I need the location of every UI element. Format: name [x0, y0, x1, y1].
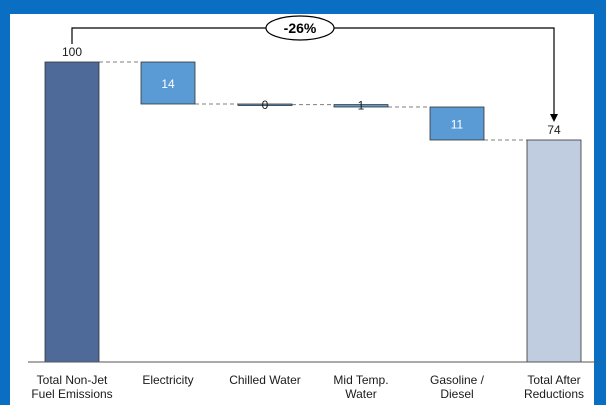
x-tick-label-3: Chilled Water: [229, 373, 301, 387]
bar-4: [333, 104, 389, 108]
change-bubble: [265, 15, 335, 41]
value-label-2: 14: [161, 77, 175, 91]
connector-lines: [99, 61, 527, 141]
x-tick-labels: Total Non-Jet Fuel Emissions Electricity Ch…: [31, 373, 584, 401]
value-label-3: 0: [262, 98, 269, 112]
change-label: -26%: [284, 20, 317, 36]
plot-background: [10, 14, 594, 405]
value-label-1: 100: [62, 45, 82, 59]
bar-6: [526, 139, 582, 363]
bar-3: [237, 103, 293, 106]
bar-2: [140, 61, 196, 105]
bar-1: [44, 61, 100, 363]
x-tick-label-4: Mid Temp. Water: [333, 373, 388, 401]
bar-5: [429, 106, 485, 141]
arrow-head-icon: [550, 114, 558, 122]
x-tick-label-2: Electricity: [142, 373, 193, 387]
bars: [44, 61, 582, 363]
value-label-4: 1: [358, 99, 365, 113]
change-annotation: -26%: [71, 15, 558, 122]
value-label-5: 11: [451, 118, 464, 132]
x-tick-label-6: Total After Reductions: [524, 373, 584, 401]
value-label-6: 74: [547, 123, 561, 137]
x-tick-label-1: Total Non-Jet Fuel Emissions: [31, 373, 112, 401]
x-tick-label-5: Gasoline / Diesel: [430, 373, 485, 401]
